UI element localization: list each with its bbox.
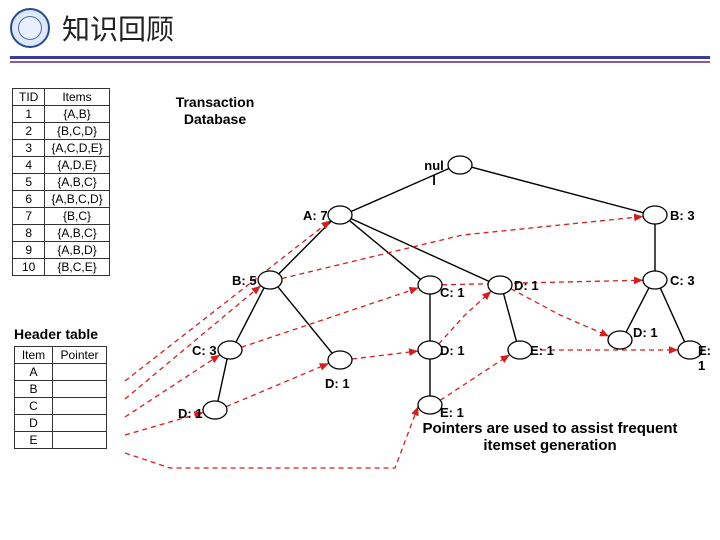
tree-node-label: B: 3 — [670, 208, 695, 223]
tree-node-label: C: 1 — [440, 285, 465, 300]
page-title: 知识回顾 — [62, 8, 174, 48]
tree-node-label: D: 1 — [633, 325, 658, 340]
fp-tree-diagram — [0, 70, 720, 540]
tree-node-label: D: 1 — [325, 376, 350, 391]
header-rule — [10, 56, 710, 63]
tree-node-label: null — [420, 158, 448, 188]
tree-node-label: B: 5 — [232, 273, 257, 288]
tree-node-label: E: 1 — [698, 343, 720, 373]
tree-node-label: A: 7 — [303, 208, 328, 223]
slide-header: 知识回顾 — [0, 0, 720, 56]
logo-icon — [10, 8, 50, 48]
diagram-stage: TIDItems1{A,B}2{B,C,D}3{A,C,D,E}4{A,D,E}… — [0, 70, 720, 540]
tree-node-label: D: 1 — [514, 278, 539, 293]
caption-text: Pointers are used to assist frequent ite… — [420, 420, 680, 454]
tree-node-label: E: 1 — [440, 405, 464, 420]
tree-node-label: C: 3 — [192, 343, 217, 358]
tree-node-label: D: 1 — [178, 406, 203, 421]
tree-node-label: D: 1 — [440, 343, 465, 358]
tree-node-label: E: 1 — [530, 343, 554, 358]
tree-node-label: C: 3 — [670, 273, 695, 288]
